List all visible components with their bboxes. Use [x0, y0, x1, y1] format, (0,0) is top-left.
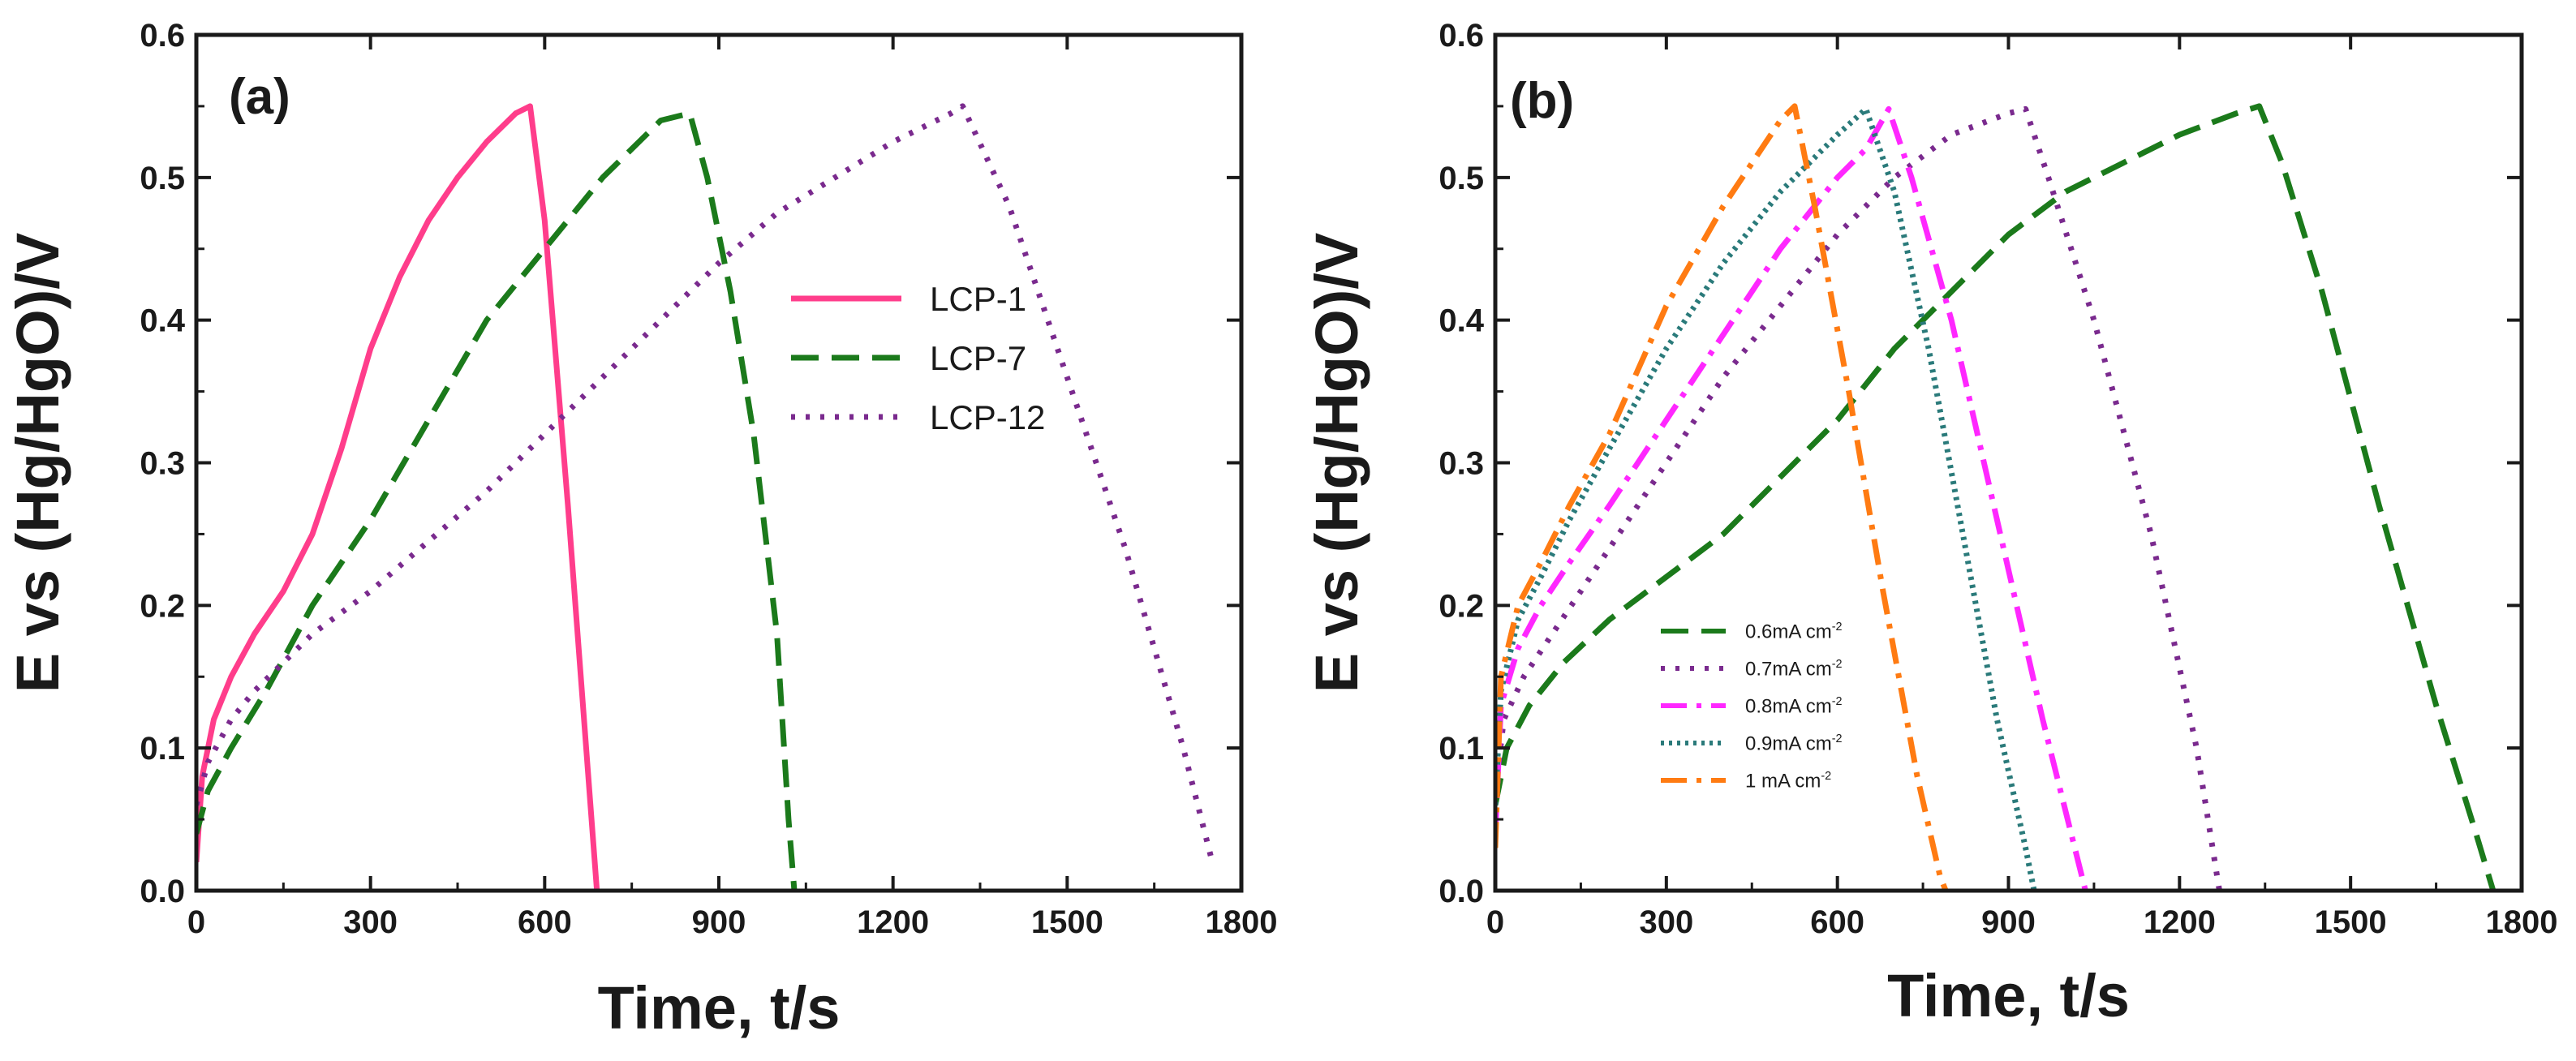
x-tick-label: 0 [187, 904, 205, 940]
legend-label-main: 0.6mA cm [1745, 621, 1832, 643]
y-tick-label: 0.3 [1439, 446, 1484, 482]
x-tick-label: 900 [692, 904, 746, 940]
panel-label: (a) [229, 69, 290, 125]
legend-label-sup: -2 [1832, 732, 1843, 745]
y-tick-label: 0.0 [140, 874, 185, 909]
legend-label: 0.7mA cm-2 [1745, 658, 1843, 681]
legend-label-sup: -2 [1821, 770, 1831, 783]
x-tick-label: 1800 [1206, 904, 1278, 940]
x-tick-label: 1800 [2486, 904, 2558, 940]
x-tick-label: 600 [1810, 904, 1864, 940]
legend-label-sup: -2 [1832, 621, 1843, 634]
y-tick-label: 0.1 [1439, 731, 1484, 767]
y-tick-label: 0.4 [1439, 303, 1484, 339]
panel-b: 0 300 600 900 1200 1500 1800 0.0 0.1 0.2 0.3 0.4 0.5… [1303, 18, 2557, 1029]
legend-label-main: 0.8mA cm [1745, 696, 1832, 718]
series-line-lcp-7 [196, 110, 798, 891]
x-axis-title: Time, t/s [598, 974, 841, 1042]
y-tick-label: 0.0 [1439, 874, 1484, 909]
x-tick-label: 0 [1486, 904, 1504, 940]
y-axis-title: E vs (Hg/HgO)/V [1303, 233, 1370, 693]
legend: 0.6mA cm-20.7mA cm-20.8mA cm-20.9mA cm-2… [1661, 621, 1843, 793]
panel-label: (b) [1510, 73, 1574, 129]
series-line-lcp-1 [196, 103, 600, 891]
y-tick-label: 0.6 [1439, 18, 1484, 54]
x-tick-label: 1500 [1031, 904, 1103, 940]
series-line-0-8ma-cm [1495, 105, 2088, 891]
legend-label-sup: -2 [1832, 695, 1843, 708]
legend: LCP-1 LCP-7 LCP-12 [791, 280, 1045, 436]
y-tick-label: 0.3 [140, 446, 185, 482]
series-lines [196, 103, 1215, 891]
series-lines [1495, 103, 2496, 891]
x-tick-label: 900 [1981, 904, 2036, 940]
panel-a: 0 300 600 900 1200 1500 1800 0.0 0.1 0.2 0.3 0.4 0.5… [4, 18, 1277, 1042]
legend-label: LCP-7 [930, 339, 1026, 377]
series-line-1-ma-cm [1495, 103, 1949, 891]
y-tick-label: 0.2 [1439, 588, 1484, 624]
series-line-0-6ma-cm [1495, 103, 2496, 891]
y-tick-label: 0.1 [140, 731, 185, 767]
legend-label-sup: -2 [1832, 658, 1843, 671]
y-tick-label: 0.4 [140, 303, 185, 339]
legend-label: 0.6mA cm-2 [1745, 621, 1843, 643]
legend-label: 0.8mA cm-2 [1745, 695, 1843, 718]
x-tick-label: 1200 [2144, 904, 2216, 940]
legend-label: LCP-1 [930, 280, 1026, 318]
y-tick-label: 0.5 [140, 161, 185, 196]
x-tick-label: 1500 [2315, 904, 2387, 940]
legend-label-main: 0.7mA cm [1745, 659, 1832, 681]
series-line-0-9ma-cm [1495, 105, 2037, 891]
x-axis-title: Time, t/s [1887, 962, 2130, 1029]
x-tick-label: 600 [518, 904, 572, 940]
x-tick-label: 300 [343, 904, 398, 940]
legend-label-main: 0.9mA cm [1745, 733, 1832, 755]
legend-label: LCP-12 [930, 398, 1045, 436]
x-tick-label: 300 [1639, 904, 1693, 940]
x-tick-label: 1200 [857, 904, 929, 940]
y-tick-label: 0.6 [140, 18, 185, 54]
legend-label: 1 mA cm-2 [1745, 770, 1831, 793]
y-tick-label: 0.5 [1439, 161, 1484, 196]
y-axis-title: E vs (Hg/HgO)/V [4, 233, 71, 693]
legend-label-main: 1 mA cm [1745, 771, 1821, 793]
y-tick-label: 0.2 [140, 588, 185, 624]
legend-label: 0.9mA cm-2 [1745, 732, 1843, 755]
